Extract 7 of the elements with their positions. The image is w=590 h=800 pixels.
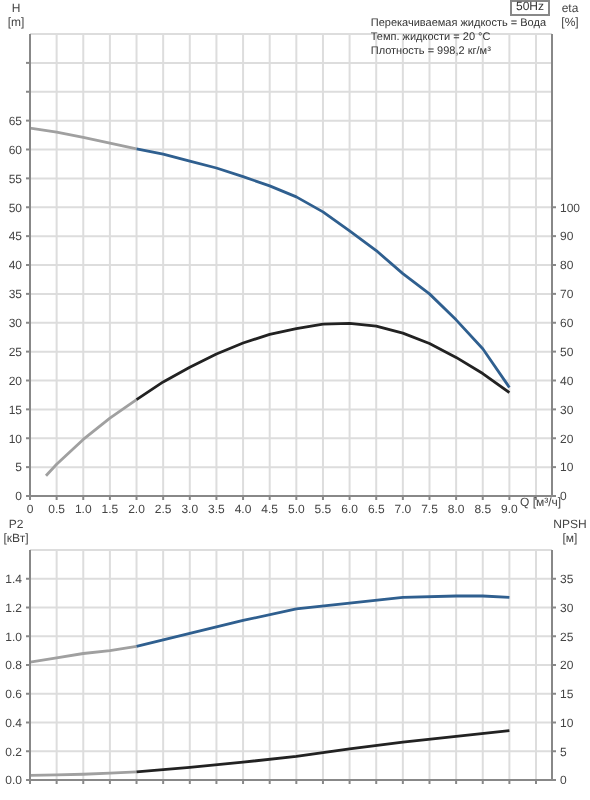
line-series — [135, 147, 511, 389]
line-series — [30, 644, 138, 664]
line-series — [44, 398, 138, 478]
line-series — [135, 594, 511, 648]
line-series — [30, 126, 138, 151]
line-series — [135, 729, 511, 774]
line-series — [135, 321, 511, 401]
